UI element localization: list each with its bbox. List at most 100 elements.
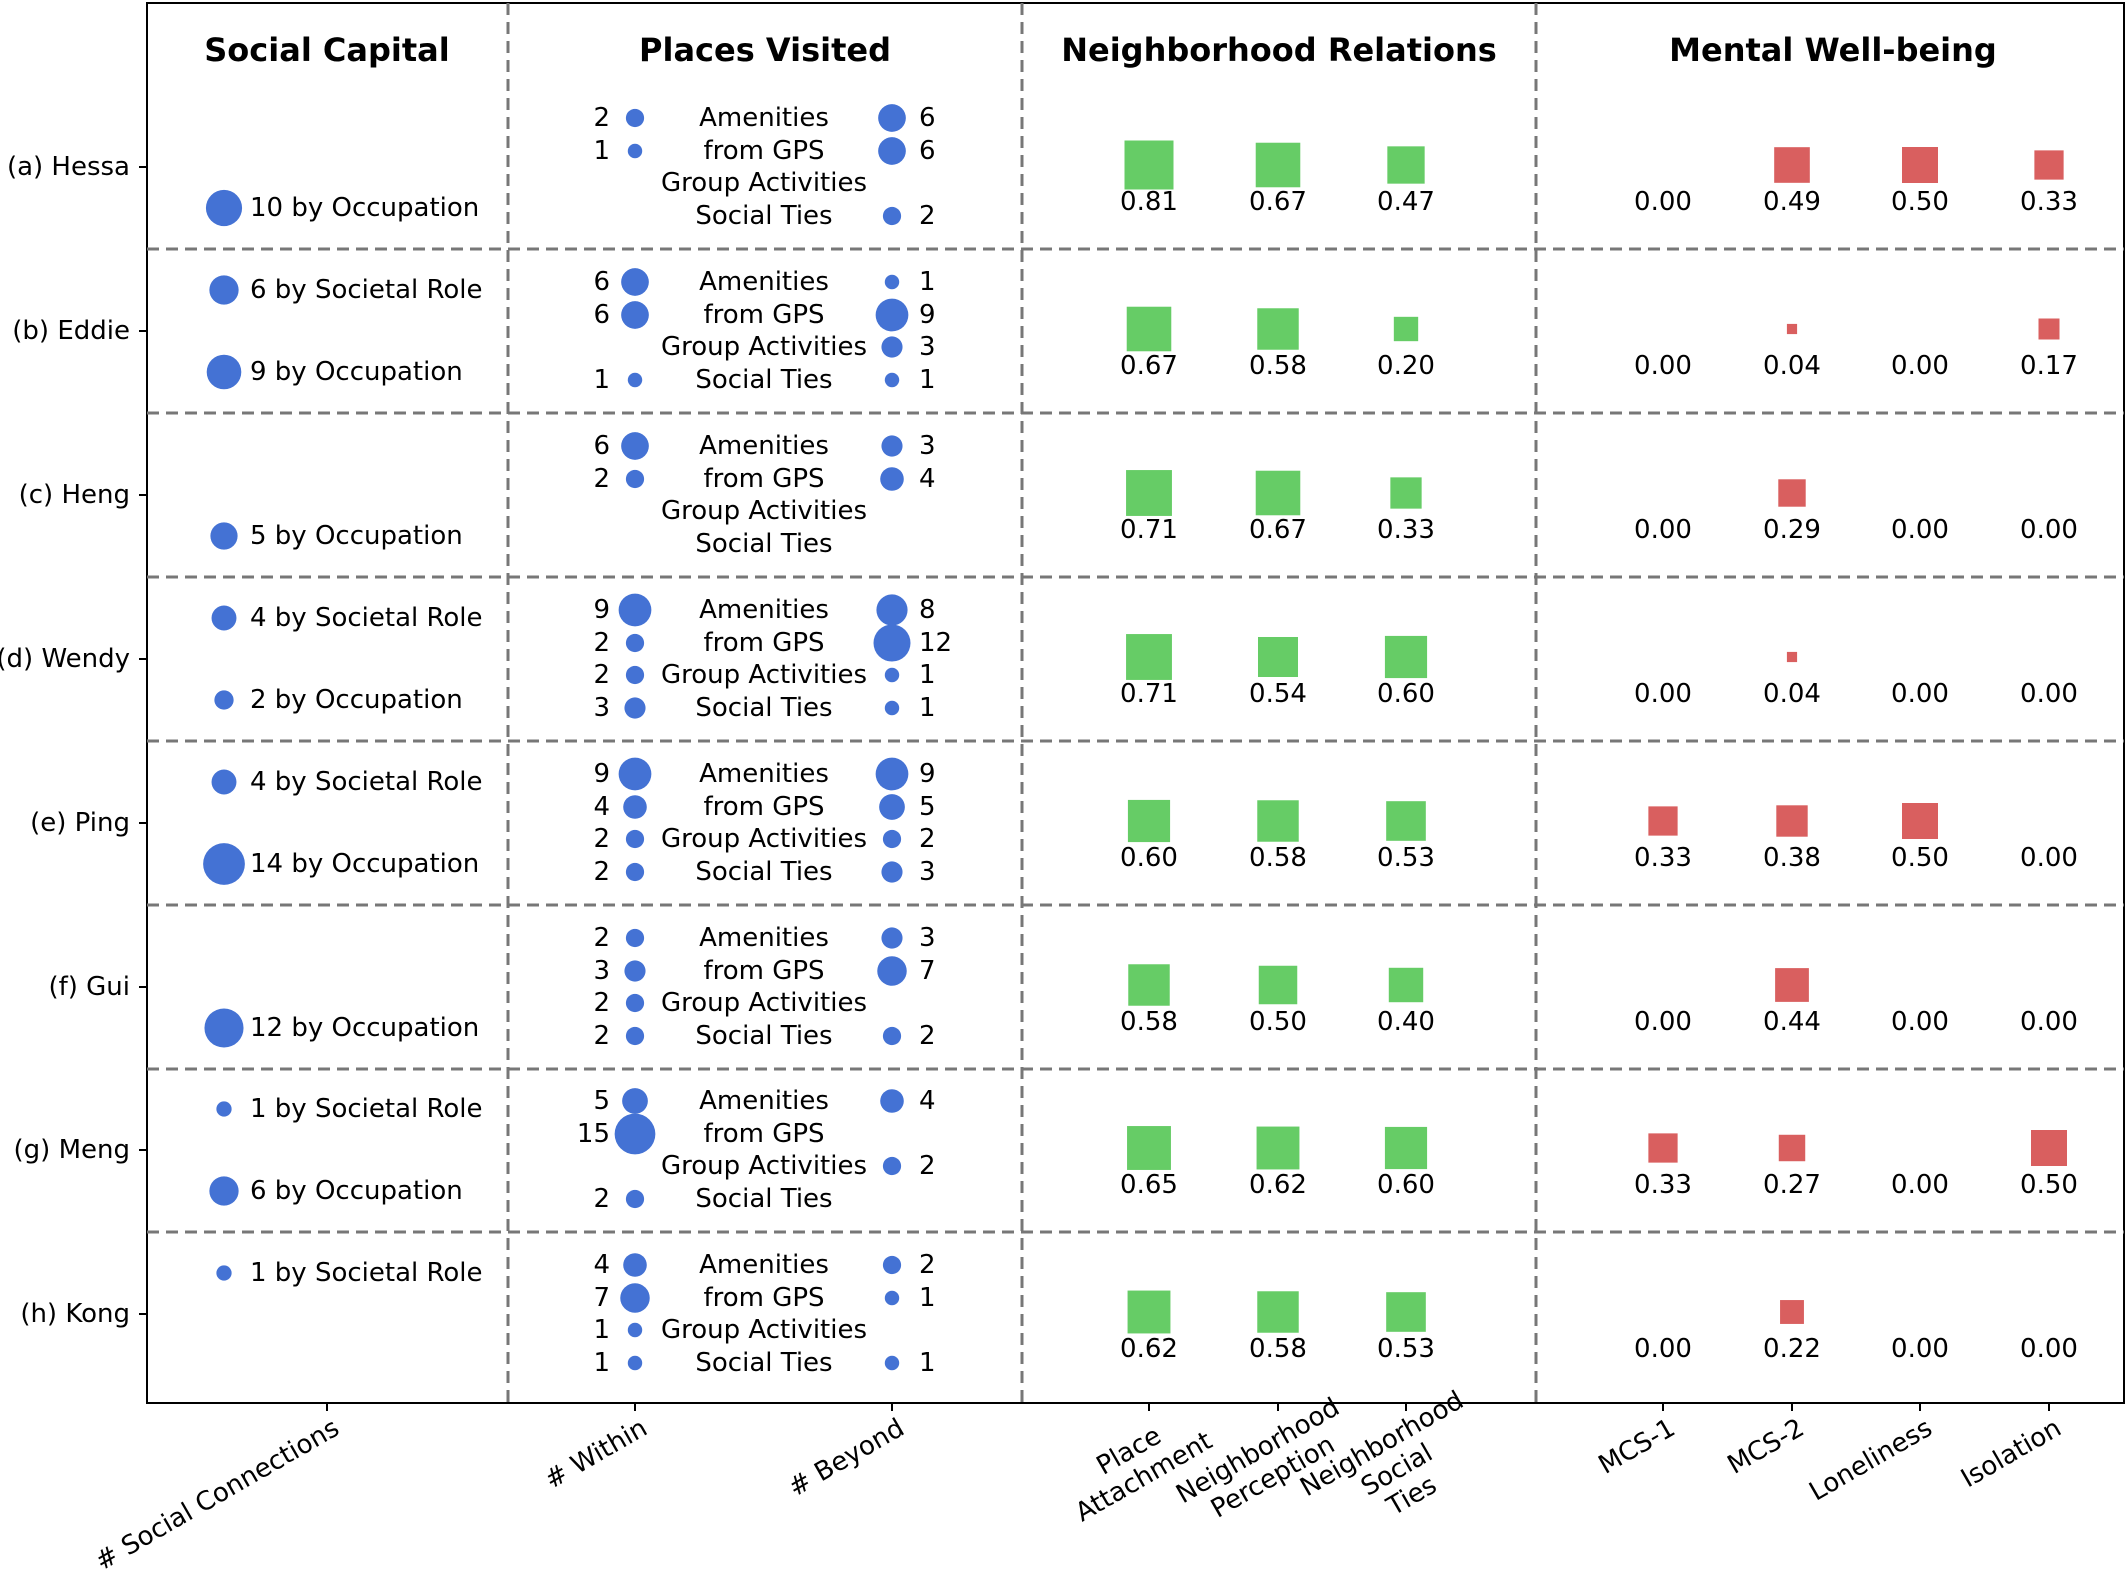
social-role-label: 4 by Societal Role: [250, 603, 483, 633]
neighborhood-square: [1127, 1126, 1171, 1170]
beyond-bubble: [881, 927, 903, 949]
social-occupation-bubble: [206, 354, 242, 390]
neighborhood-square: [1256, 1126, 1300, 1170]
place-category-label: Amenities: [699, 267, 829, 297]
beyond-value: 8: [919, 595, 936, 625]
beyond-bubble: [878, 137, 906, 165]
social-role-label: 6 by Societal Role: [250, 275, 483, 305]
beyond-value: 1: [919, 693, 936, 723]
within-bubble: [627, 372, 643, 388]
beyond-bubble: [881, 336, 903, 358]
beyond-bubble: [876, 594, 908, 626]
social-role-label: 4 by Societal Role: [250, 767, 483, 797]
wellbeing-square: [1776, 805, 1808, 837]
beyond-bubble: [882, 1255, 902, 1275]
beyond-value: 4: [919, 1086, 936, 1116]
place-category-label: Group Activities: [661, 332, 867, 362]
within-value: 2: [593, 628, 610, 658]
within-value: 2: [593, 660, 610, 690]
beyond-value: 9: [919, 759, 936, 789]
beyond-value: 1: [919, 660, 936, 690]
within-bubble: [625, 1026, 645, 1046]
within-bubble: [625, 108, 645, 128]
neighborhood-value: 0.54: [1249, 679, 1307, 709]
neighborhood-square: [1124, 140, 1174, 190]
participant-label: (g) Meng: [14, 1135, 130, 1165]
neighborhood-square: [1128, 964, 1170, 1006]
within-bubble: [624, 697, 646, 719]
neighborhood-value: 0.67: [1120, 351, 1178, 381]
wellbeing-value: 0.00: [2020, 515, 2078, 545]
within-value: 9: [593, 759, 610, 789]
within-value: 15: [577, 1119, 610, 1149]
neighborhood-square: [1393, 316, 1419, 342]
place-category-label: from GPS: [703, 300, 824, 330]
wellbeing-square: [2038, 318, 2060, 340]
neighborhood-square: [1126, 306, 1172, 352]
neighborhood-value: 0.67: [1249, 187, 1307, 217]
within-value: 6: [593, 300, 610, 330]
beyond-bubble: [877, 956, 907, 986]
wellbeing-value: 0.00: [1891, 1170, 1949, 1200]
neighborhood-square: [1386, 801, 1426, 841]
wellbeing-value: 0.00: [1634, 679, 1692, 709]
within-value: 1: [593, 136, 610, 166]
wellbeing-value: 0.22: [1763, 1334, 1821, 1364]
neighborhood-value: 0.53: [1377, 1334, 1435, 1364]
within-bubble: [627, 1322, 643, 1338]
neighborhood-square: [1255, 470, 1301, 516]
neighborhood-value: 0.58: [1249, 843, 1307, 873]
place-category-label: Amenities: [699, 1250, 829, 1280]
within-value: 2: [593, 857, 610, 887]
wellbeing-value: 0.50: [2020, 1170, 2078, 1200]
within-value: 9: [593, 595, 610, 625]
wellbeing-value: 0.00: [1634, 351, 1692, 381]
wellbeing-square: [2031, 1130, 2067, 1166]
social-occupation-bubble: [205, 189, 243, 227]
wellbeing-square: [1775, 968, 1809, 1002]
neighborhood-value: 0.81: [1120, 187, 1178, 217]
neighborhood-square: [1257, 1291, 1299, 1333]
place-category-label: Social Ties: [695, 529, 832, 559]
within-bubble: [625, 469, 645, 489]
within-value: 2: [593, 1184, 610, 1214]
neighborhood-value: 0.62: [1249, 1170, 1307, 1200]
beyond-value: 1: [919, 1348, 936, 1378]
beyond-value: 3: [919, 332, 936, 362]
place-category-label: Amenities: [699, 1086, 829, 1116]
participant-label: (a) Hessa: [7, 152, 130, 182]
neighborhood-square: [1384, 1126, 1428, 1170]
neighborhood-value: 0.60: [1377, 1170, 1435, 1200]
within-value: 2: [593, 923, 610, 953]
wellbeing-value: 0.00: [1634, 1334, 1692, 1364]
beyond-value: 5: [919, 792, 936, 822]
wellbeing-value: 0.38: [1763, 843, 1821, 873]
neighborhood-value: 0.71: [1120, 515, 1178, 545]
within-value: 2: [593, 103, 610, 133]
neighborhood-value: 0.53: [1377, 843, 1435, 873]
x-tick-label: MCS-2: [1723, 1413, 1810, 1480]
place-category-label: Group Activities: [661, 168, 867, 198]
neighborhood-square: [1384, 635, 1428, 679]
social-role-bubble: [211, 769, 237, 795]
neighborhood-value: 0.47: [1377, 187, 1435, 217]
beyond-bubble: [882, 829, 902, 849]
place-category-label: from GPS: [703, 792, 824, 822]
social-role-label: 1 by Societal Role: [250, 1258, 483, 1288]
participant-label: (d) Wendy: [0, 644, 130, 674]
neighborhood-square: [1257, 800, 1299, 842]
within-value: 1: [593, 365, 610, 395]
neighborhood-square: [1255, 142, 1301, 188]
within-bubble: [625, 829, 645, 849]
beyond-bubble: [882, 1026, 902, 1046]
wellbeing-value: 0.29: [1763, 515, 1821, 545]
place-category-label: Amenities: [699, 759, 829, 789]
place-category-label: from GPS: [703, 628, 824, 658]
wellbeing-value: 0.33: [1634, 843, 1692, 873]
wellbeing-value: 0.33: [2020, 187, 2078, 217]
beyond-bubble: [884, 1290, 900, 1306]
within-value: 5: [593, 1086, 610, 1116]
wellbeing-value: 0.00: [2020, 679, 2078, 709]
wellbeing-value: 0.04: [1763, 351, 1821, 381]
wellbeing-value: 0.00: [1634, 1007, 1692, 1037]
